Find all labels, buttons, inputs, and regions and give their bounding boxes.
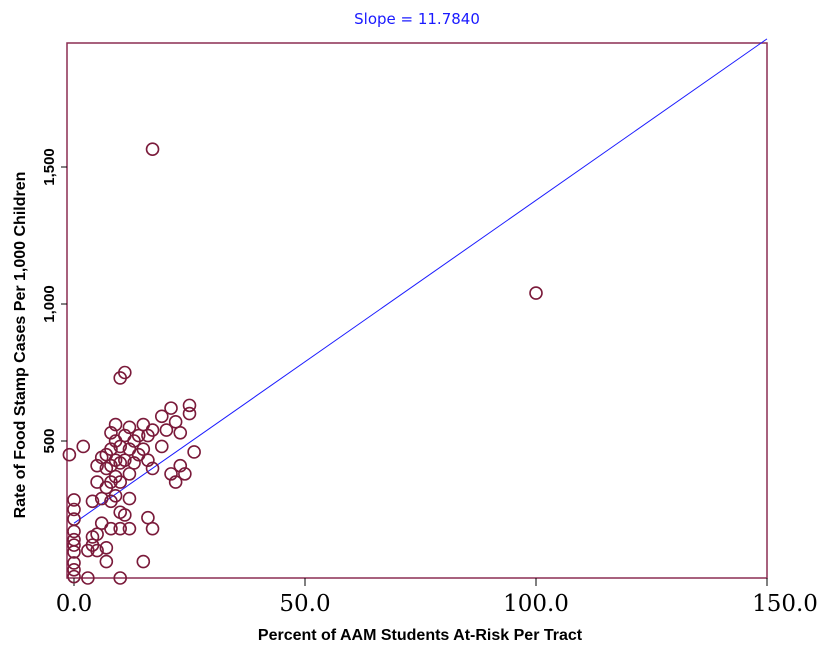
- data-point: [99, 541, 114, 555]
- data-point: [67, 538, 81, 552]
- y-tick-label: 500: [41, 428, 58, 453]
- x-tick-label: 150.0: [752, 591, 818, 617]
- data-point: [187, 445, 201, 459]
- data-point: [104, 425, 118, 440]
- data-point: [164, 467, 178, 481]
- data-point: [108, 488, 123, 503]
- chart-title: Slope = 11.7840: [354, 10, 480, 28]
- y-tick-label: 1,000: [41, 285, 58, 323]
- data-point: [85, 494, 100, 509]
- data-point: [145, 423, 160, 437]
- data-point: [529, 286, 543, 300]
- x-tick-label: 0.0: [56, 591, 93, 617]
- plot-area-border: [66, 42, 768, 579]
- data-point: [90, 543, 104, 558]
- y-axis: 500 1,000 1,500 Rate of Food Stamp Cases…: [12, 148, 67, 518]
- data-point: [136, 554, 151, 569]
- data-point: [62, 447, 77, 462]
- data-point: [154, 439, 169, 454]
- data-point: [154, 409, 169, 424]
- data-point: [99, 554, 114, 569]
- data-point: [67, 545, 81, 559]
- data-point: [108, 417, 123, 432]
- data-point: [67, 556, 81, 570]
- data-point: [90, 458, 104, 473]
- data-point: [182, 398, 197, 413]
- x-axis-label: Percent of AAM Students At-Risk Per Trac…: [258, 627, 583, 644]
- data-point: [113, 571, 127, 585]
- data-point: [94, 516, 109, 531]
- data-point: [113, 371, 127, 385]
- data-point: [76, 439, 91, 454]
- data-point: [81, 571, 95, 585]
- data-point: [159, 423, 174, 437]
- data-point: [67, 493, 81, 507]
- data-point: [67, 524, 81, 539]
- data-point: [122, 491, 137, 506]
- x-tick-label: 50.0: [279, 591, 330, 617]
- data-point: [145, 461, 160, 476]
- x-tick-label: 100.0: [503, 591, 569, 617]
- data-point: [164, 401, 178, 415]
- data-point: [173, 425, 188, 440]
- data-point: [122, 420, 137, 435]
- data-point: [173, 458, 188, 473]
- data-point: [127, 456, 141, 470]
- data-point: [182, 406, 197, 421]
- data-point: [145, 521, 160, 536]
- data-point: [122, 521, 137, 536]
- regression-fit-line: [73, 38, 768, 524]
- data-point: [113, 475, 127, 489]
- data-point: [178, 467, 192, 481]
- data-point: [141, 453, 155, 467]
- data-points: [62, 142, 543, 585]
- y-tick-label: 1,500: [41, 148, 58, 186]
- data-point: [90, 475, 104, 489]
- data-point: [67, 569, 81, 584]
- data-point: [67, 562, 81, 577]
- y-axis-label: Rate of Food Stamp Cases Per 1,000 Child…: [12, 172, 29, 519]
- data-point: [168, 475, 183, 489]
- data-point: [113, 521, 127, 536]
- data-point: [118, 508, 132, 522]
- data-point: [104, 521, 118, 536]
- data-point: [145, 142, 160, 156]
- x-axis: 0.0 50.0 100.0 150.0 Percent of AAM Stud…: [56, 578, 818, 644]
- data-point: [67, 502, 81, 517]
